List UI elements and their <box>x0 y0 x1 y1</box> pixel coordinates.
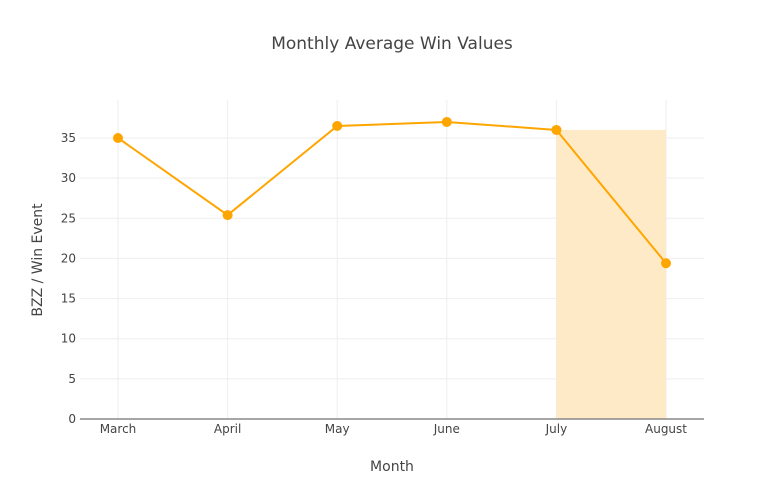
x-axis-title: Month <box>370 459 414 475</box>
x-tick-label: August <box>645 422 687 436</box>
data-point-marker[interactable] <box>222 210 233 221</box>
x-tick-label: March <box>100 422 137 436</box>
x-tick-label: June <box>433 422 460 436</box>
chart-title: Monthly Average Win Values <box>271 34 513 54</box>
highlight-region <box>556 129 666 419</box>
y-axis-title: BZZ / Win Event <box>30 203 46 317</box>
y-tick-label: 35 <box>61 131 76 145</box>
y-tick-label: 15 <box>61 292 76 306</box>
data-point-marker[interactable] <box>113 133 123 143</box>
data-series <box>113 116 671 269</box>
data-point-marker[interactable] <box>661 258 671 269</box>
x-tick-label: May <box>325 422 350 436</box>
y-tick-label: 5 <box>68 372 76 386</box>
x-tick-label: July <box>545 422 568 436</box>
y-tick-label: 30 <box>61 171 76 185</box>
x-tick-label: April <box>214 422 241 436</box>
data-point-marker[interactable] <box>551 124 562 135</box>
data-point-marker[interactable] <box>441 116 452 127</box>
y-tick-label: 20 <box>61 251 76 265</box>
data-point-marker[interactable] <box>332 120 343 131</box>
axes: 0 5 10 15 20 25 30 35 March April May June July Augus… <box>61 131 704 436</box>
series-line <box>117 120 667 264</box>
y-tick-label: 25 <box>61 211 76 225</box>
y-tick-label: 0 <box>68 412 76 426</box>
y-tick-label: 10 <box>61 332 76 346</box>
highlight-band <box>556 129 666 419</box>
